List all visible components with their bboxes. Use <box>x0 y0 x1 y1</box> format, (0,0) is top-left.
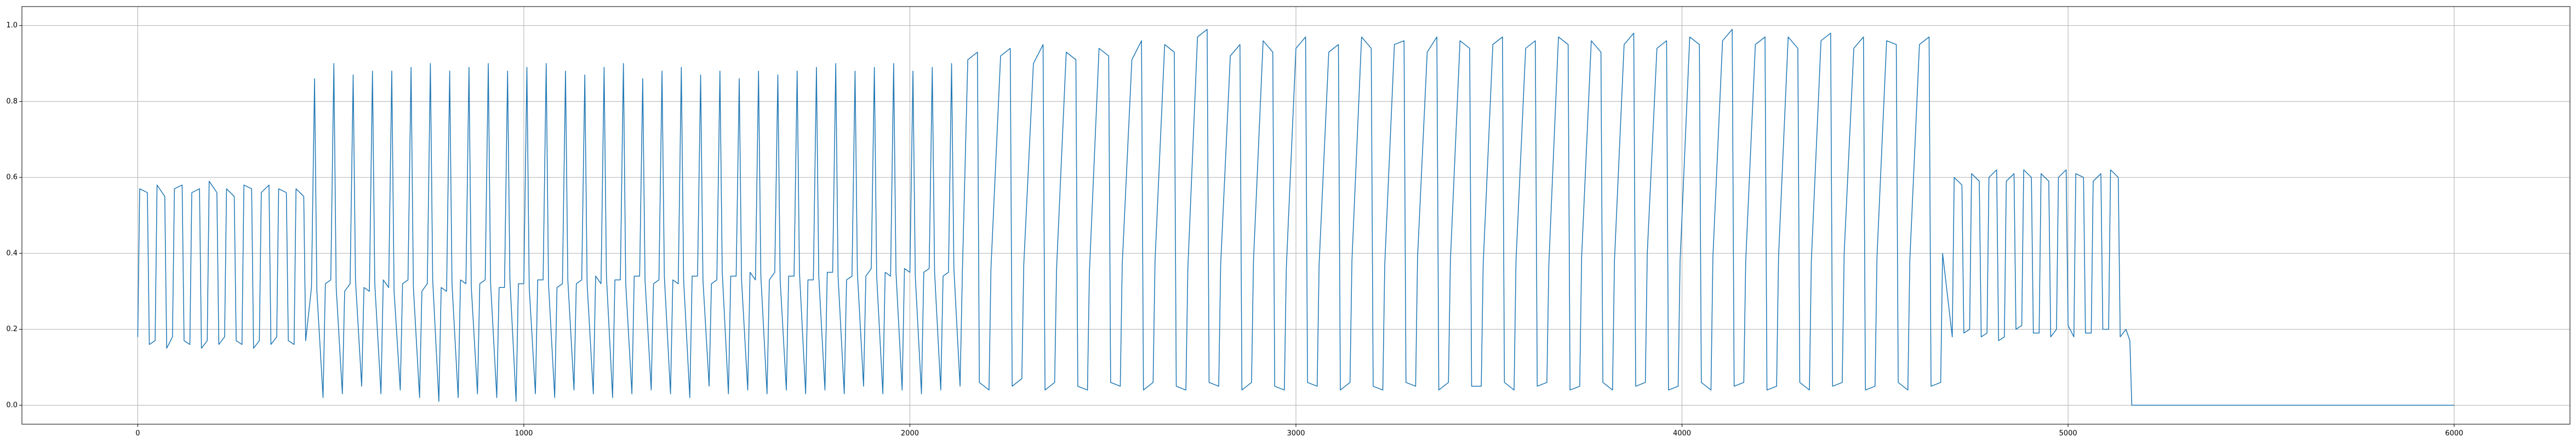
x-tick-label: 0 <box>135 430 140 438</box>
y-tick-label: 0.0 <box>6 401 18 409</box>
x-tick-label: 1000 <box>515 430 533 438</box>
y-tick-label: 0.4 <box>6 249 18 257</box>
x-tick-label: 2000 <box>901 430 919 438</box>
x-tick-label: 3000 <box>1287 430 1305 438</box>
data-line <box>137 28 2454 406</box>
x-tick-label: 6000 <box>2445 430 2463 438</box>
y-tick-label: 0.2 <box>6 325 18 333</box>
x-tick-label: 5000 <box>2059 430 2077 438</box>
y-tick-label: 0.8 <box>6 97 18 106</box>
x-tick-label: 4000 <box>1673 430 1691 438</box>
y-tick-label: 1.0 <box>6 21 18 30</box>
y-tick-label: 0.6 <box>6 174 18 182</box>
plot-frame <box>21 6 2571 425</box>
